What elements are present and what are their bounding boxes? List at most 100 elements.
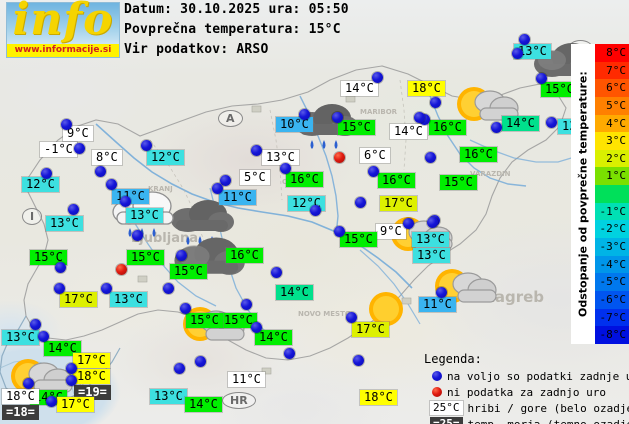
temperature-chip: 14°C bbox=[185, 397, 222, 412]
station-dot[interactable] bbox=[280, 163, 291, 174]
station-dot[interactable] bbox=[106, 179, 117, 190]
station-dot[interactable] bbox=[355, 197, 366, 208]
station-dot[interactable] bbox=[68, 204, 79, 215]
station-dot[interactable] bbox=[180, 303, 191, 314]
temperature-chip: 17°C bbox=[73, 353, 110, 368]
temperature-chip: =18= bbox=[2, 405, 39, 420]
header-average-temperature: Povprečna temperatura: 15°C bbox=[124, 22, 341, 37]
station-dot[interactable] bbox=[372, 72, 383, 83]
station-dot[interactable] bbox=[163, 283, 174, 294]
temperature-chip: 18°C bbox=[360, 390, 397, 405]
station-dot[interactable] bbox=[141, 140, 152, 151]
station-dot[interactable] bbox=[38, 331, 49, 342]
station-dot[interactable] bbox=[54, 283, 65, 294]
station-dot[interactable] bbox=[241, 299, 252, 310]
temperature-chip: 8°C bbox=[92, 150, 122, 165]
station-dot[interactable] bbox=[536, 73, 547, 84]
scale-row-6: 2°C bbox=[595, 149, 629, 168]
station-dot[interactable] bbox=[368, 166, 379, 177]
station-dot[interactable] bbox=[403, 218, 414, 229]
info-logo[interactable]: info www.informacije.si bbox=[6, 0, 120, 58]
scale-row-15: -7°C bbox=[595, 308, 629, 327]
header-data-source: Vir podatkov: ARSO bbox=[124, 42, 269, 57]
station-dot[interactable] bbox=[491, 122, 502, 133]
station-dot[interactable] bbox=[427, 217, 438, 228]
temperature-chip: 13°C bbox=[46, 216, 83, 231]
station-dot[interactable] bbox=[414, 112, 425, 123]
temperature-chip: 16°C bbox=[378, 173, 415, 188]
station-dot-no-data[interactable] bbox=[116, 264, 127, 275]
station-dot[interactable] bbox=[271, 267, 282, 278]
station-dot[interactable] bbox=[353, 355, 364, 366]
temperature-chip: 9°C bbox=[376, 224, 406, 239]
station-dot[interactable] bbox=[425, 152, 436, 163]
station-dot[interactable] bbox=[195, 356, 206, 367]
station-dot[interactable] bbox=[132, 230, 143, 241]
temperature-chip: 17°C bbox=[352, 322, 389, 337]
info-logo-url[interactable]: www.informacije.si bbox=[7, 44, 119, 57]
temperature-chip: 14°C bbox=[255, 330, 292, 345]
scale-row-16: -8°C bbox=[595, 326, 629, 344]
temperature-chip: 13°C bbox=[126, 208, 163, 223]
temperature-chip: -1°C bbox=[40, 142, 77, 157]
station-dot[interactable] bbox=[430, 97, 441, 108]
station-dot[interactable] bbox=[299, 109, 310, 120]
station-dot[interactable] bbox=[346, 312, 357, 323]
scale-row-9: -1°C bbox=[595, 202, 629, 221]
station-dot[interactable] bbox=[176, 250, 187, 261]
temperature-chip: 16°C bbox=[460, 147, 497, 162]
station-dot[interactable] bbox=[23, 378, 34, 389]
station-dot[interactable] bbox=[120, 196, 131, 207]
station-dot[interactable] bbox=[101, 283, 112, 294]
legend-title: Legenda: bbox=[424, 352, 482, 366]
station-dot[interactable] bbox=[212, 183, 223, 194]
temperature-chip: 6°C bbox=[360, 148, 390, 163]
station-dot[interactable] bbox=[546, 117, 557, 128]
station-dot[interactable] bbox=[174, 363, 185, 374]
temperature-chip: 14°C bbox=[276, 285, 313, 300]
station-dot[interactable] bbox=[55, 262, 66, 273]
legend-item: na voljo so podatki zadnje ure bbox=[424, 368, 629, 384]
station-dot[interactable] bbox=[519, 34, 530, 45]
station-dot[interactable] bbox=[66, 363, 77, 374]
legend-item-label: ni podatka za zadnjo uro bbox=[447, 385, 606, 399]
station-dot[interactable] bbox=[66, 375, 77, 386]
legend-item-label: hribi / gore (belo ozadje) bbox=[467, 401, 629, 415]
scale-row-4: 4°C bbox=[595, 114, 629, 133]
station-dot[interactable] bbox=[251, 322, 262, 333]
station-dot[interactable] bbox=[30, 319, 41, 330]
station-dot[interactable] bbox=[332, 112, 343, 123]
temperature-chip: 14°C bbox=[502, 116, 539, 131]
station-dot[interactable] bbox=[95, 166, 106, 177]
station-dot[interactable] bbox=[61, 119, 72, 130]
station-dot[interactable] bbox=[512, 48, 523, 59]
station-dot[interactable] bbox=[251, 145, 262, 156]
temperature-chip: 13°C bbox=[413, 248, 450, 263]
temperature-chip: 13°C bbox=[150, 389, 187, 404]
temperature-chip: 10°C bbox=[276, 117, 313, 132]
temperature-deviation-scale: Odstopanje od povprečne temperature: 8°C… bbox=[571, 44, 629, 344]
legend-item: 25°C hribi / gore (belo ozadje) bbox=[424, 400, 629, 416]
temperature-chip: 5°C bbox=[240, 170, 270, 185]
temperature-chip: 18°C bbox=[408, 81, 445, 96]
station-dot[interactable] bbox=[41, 168, 52, 179]
station-dot-no-data[interactable] bbox=[334, 152, 345, 163]
temperature-chip: 16°C bbox=[286, 172, 323, 187]
temperature-chip: 12°C bbox=[147, 150, 184, 165]
station-dot[interactable] bbox=[436, 287, 447, 298]
temperature-chip: 11°C bbox=[419, 297, 456, 312]
temperature-chip: 12°C bbox=[22, 177, 59, 192]
country-code-i: I bbox=[22, 208, 43, 225]
scale-row-10: -2°C bbox=[595, 220, 629, 239]
station-dot[interactable] bbox=[334, 226, 345, 237]
legend-item-label: temp. morja (temno ozadje) bbox=[467, 417, 629, 424]
station-dot[interactable] bbox=[310, 205, 321, 216]
scale-row-14: -6°C bbox=[595, 290, 629, 309]
temperature-chip: 15°C bbox=[170, 264, 207, 279]
station-dot[interactable] bbox=[74, 143, 85, 154]
station-dot[interactable] bbox=[46, 396, 57, 407]
header-date-time: Datum: 30.10.2025 ura: 05:50 bbox=[124, 2, 349, 17]
station-dot[interactable] bbox=[284, 348, 295, 359]
scale-row-13: -5°C bbox=[595, 273, 629, 291]
